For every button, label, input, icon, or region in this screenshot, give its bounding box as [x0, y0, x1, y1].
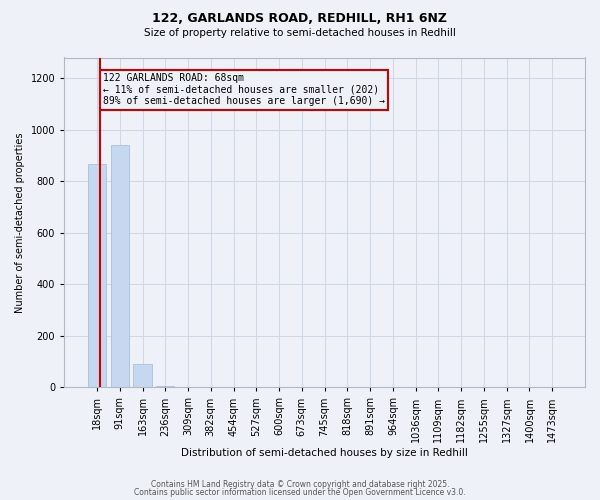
Bar — [133, 364, 152, 388]
Y-axis label: Number of semi-detached properties: Number of semi-detached properties — [15, 132, 25, 312]
Bar — [156, 386, 175, 388]
Text: Size of property relative to semi-detached houses in Redhill: Size of property relative to semi-detach… — [144, 28, 456, 38]
Bar — [110, 145, 129, 388]
Bar — [88, 164, 106, 388]
X-axis label: Distribution of semi-detached houses by size in Redhill: Distribution of semi-detached houses by … — [181, 448, 468, 458]
Text: 122 GARLANDS ROAD: 68sqm
← 11% of semi-detached houses are smaller (202)
89% of : 122 GARLANDS ROAD: 68sqm ← 11% of semi-d… — [103, 73, 385, 106]
Text: Contains public sector information licensed under the Open Government Licence v3: Contains public sector information licen… — [134, 488, 466, 497]
Text: Contains HM Land Registry data © Crown copyright and database right 2025.: Contains HM Land Registry data © Crown c… — [151, 480, 449, 489]
Text: 122, GARLANDS ROAD, REDHILL, RH1 6NZ: 122, GARLANDS ROAD, REDHILL, RH1 6NZ — [152, 12, 448, 26]
Bar — [179, 387, 197, 388]
